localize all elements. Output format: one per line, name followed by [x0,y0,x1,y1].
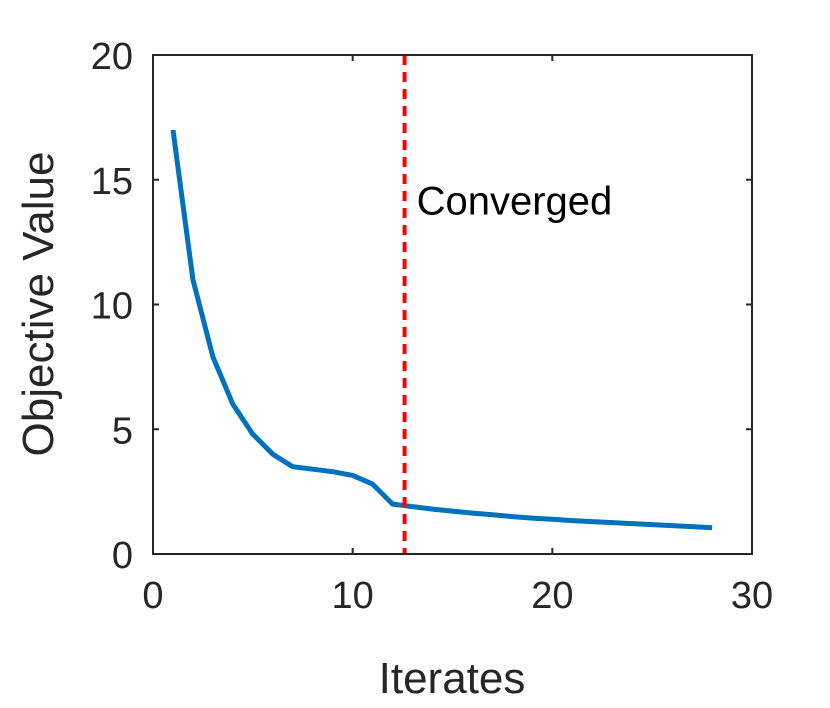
x-tick-label: 10 [332,575,374,617]
ticks-layer: 0 10 20 30 0 5 10 15 20 [91,36,773,617]
plot-layer [170,55,713,554]
y-tick-label: 5 [112,410,133,452]
x-tick-label: 20 [531,575,573,617]
x-tick-label: 30 [731,575,773,617]
y-tick-label: 10 [91,286,133,328]
series-line-0 [170,129,713,531]
plot-area [153,55,752,554]
x-axis-label: Iterates [379,654,526,703]
converged-annotation: Converged [417,180,613,224]
y-tick-label: 20 [91,36,133,78]
y-tick-label: 15 [91,161,133,203]
x-tick-label: 0 [142,575,163,617]
y-axis-label: Objective Value [14,152,63,457]
y-tick-label: 0 [112,535,133,577]
